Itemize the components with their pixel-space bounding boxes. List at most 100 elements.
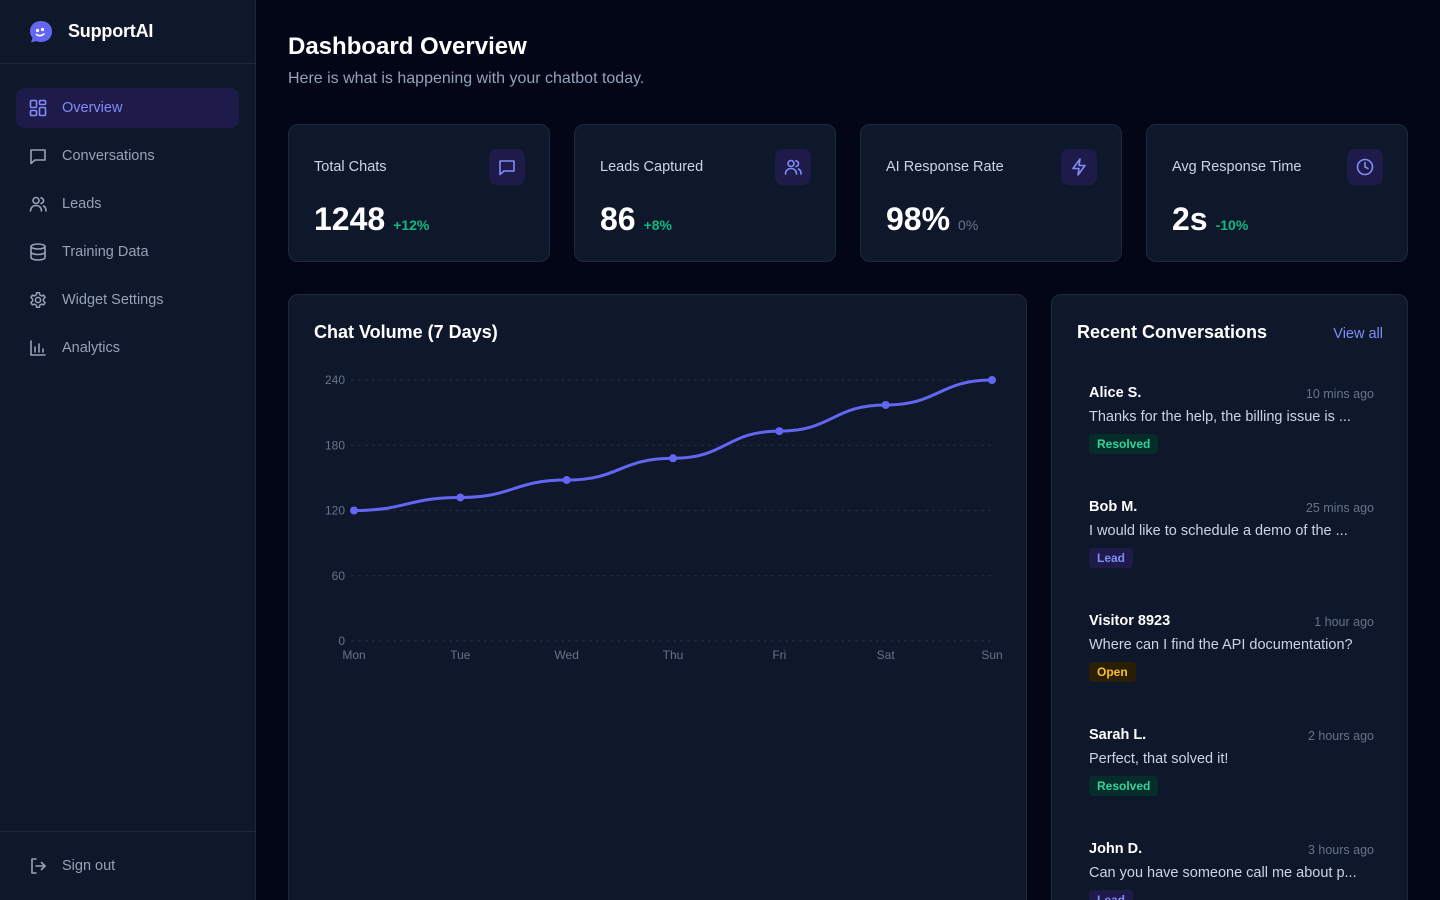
sidebar-item-conversations[interactable]: Conversations	[16, 136, 239, 176]
chat-icon	[28, 146, 48, 166]
conversation-time: 25 mins ago	[1305, 501, 1374, 515]
data-point	[881, 401, 890, 410]
stat-label: Total Chats	[314, 159, 387, 175]
status-badge: Open	[1089, 662, 1136, 682]
users-icon	[28, 194, 48, 214]
data-point	[456, 493, 465, 502]
conversation-time: 10 mins ago	[1305, 387, 1374, 401]
status-badge: Resolved	[1089, 776, 1159, 796]
status-badge: Resolved	[1089, 434, 1159, 454]
data-point	[562, 476, 571, 485]
stat-label: AI Response Rate	[886, 159, 1004, 175]
chat-icon	[489, 149, 525, 185]
data-point	[775, 427, 784, 436]
sidebar: SupportAI Overview Conversations	[0, 0, 256, 900]
grid-icon	[28, 98, 48, 118]
bar-chart-icon	[28, 338, 48, 358]
chat-volume-card: Chat Volume (7 Days) 0 60 120 180 240 Mon Tue W…	[288, 294, 1027, 900]
stat-value-row: 1248 +12%	[314, 201, 429, 238]
conversation-message: Where can I find the API documentation?	[1089, 637, 1353, 653]
data-point	[669, 454, 677, 463]
sidebar-nav: Overview Conversations Leads	[0, 64, 255, 368]
clock-icon	[1347, 149, 1383, 185]
conversation-name: Alice S.	[1089, 385, 1142, 401]
sidebar-item-label: Widget Settings	[62, 292, 164, 308]
sign-out-button[interactable]: Sign out	[16, 856, 115, 876]
database-icon	[28, 242, 48, 262]
stats-row: Total Chats 1248 +12% Leads Captured 86 …	[288, 124, 1408, 262]
y-tick-label: 180	[325, 438, 345, 452]
stat-card-ai-response-rate: AI Response Rate 98% 0%	[860, 124, 1122, 262]
y-tick-label: 60	[332, 569, 346, 583]
sidebar-item-label: Overview	[62, 100, 123, 116]
conversation-item[interactable]: John D. 3 hours ago Can you have someone…	[1064, 829, 1395, 900]
stat-card-leads-captured: Leads Captured 86 +8%	[574, 124, 836, 262]
y-tick-label: 120	[325, 504, 345, 518]
sidebar-footer: Sign out	[0, 831, 255, 900]
recent-title: Recent Conversations	[1077, 322, 1268, 342]
conversation-name: John D.	[1089, 841, 1143, 857]
conversation-message: Thanks for the help, the billing issue i…	[1089, 409, 1351, 425]
x-tick-label: Sun	[981, 648, 1002, 662]
conversation-time: 2 hours ago	[1307, 729, 1374, 743]
sign-out-label: Sign out	[62, 858, 116, 874]
conversation-message: Can you have someone call me about p...	[1089, 865, 1357, 881]
conversation-name: Sarah L.	[1089, 727, 1147, 743]
stat-value: 2s	[1172, 201, 1208, 237]
stat-change: +8%	[643, 217, 673, 233]
page-title: Dashboard Overview	[288, 33, 527, 60]
conversation-list: Alice S. 10 mins ago Thanks for the help…	[1064, 373, 1395, 900]
logo-icon	[28, 19, 54, 45]
sidebar-item-label: Conversations	[62, 148, 155, 164]
stat-change: +12%	[393, 217, 430, 233]
x-tick-label: Sat	[877, 648, 896, 662]
sidebar-item-training-data[interactable]: Training Data	[16, 232, 239, 272]
x-tick-label: Fri	[772, 648, 786, 662]
data-point	[988, 376, 996, 384]
recent-conversations-card: Recent Conversations View all Alice S. 1…	[1051, 294, 1408, 900]
stat-card-avg-response-time: Avg Response Time 2s -10%	[1146, 124, 1408, 262]
stat-change: 0%	[958, 217, 979, 233]
sidebar-item-overview[interactable]: Overview	[16, 88, 239, 128]
brand-name: SupportAI	[68, 21, 154, 41]
view-all-link[interactable]: View all	[1333, 326, 1383, 342]
brand: SupportAI	[0, 0, 255, 64]
status-badge: Lead	[1089, 890, 1134, 900]
sidebar-item-widget-settings[interactable]: Widget Settings	[16, 280, 239, 320]
stat-label: Avg Response Time	[1172, 159, 1302, 175]
stat-change: -10%	[1215, 217, 1249, 233]
conversation-item[interactable]: Bob M. 25 mins ago I would like to sched…	[1064, 487, 1395, 601]
conversation-item[interactable]: Alice S. 10 mins ago Thanks for the help…	[1064, 373, 1395, 487]
users-icon	[775, 149, 811, 185]
status-badge: Lead	[1089, 548, 1134, 568]
stat-value-row: 86 +8%	[600, 201, 672, 238]
y-tick-label: 240	[325, 373, 345, 387]
conversation-item[interactable]: Visitor 8923 1 hour ago Where can I find…	[1064, 601, 1395, 715]
chart-title: Chat Volume (7 Days)	[314, 322, 498, 342]
sidebar-item-label: Analytics	[62, 340, 121, 356]
gear-icon	[28, 290, 48, 310]
stat-value: 1248	[314, 201, 386, 237]
data-point	[350, 506, 358, 515]
x-tick-label: Wed	[554, 648, 578, 662]
stat-value-row: 2s -10%	[1172, 201, 1248, 238]
conversation-message: Perfect, that solved it!	[1089, 751, 1229, 767]
conversation-time: 3 hours ago	[1307, 843, 1374, 857]
chat-volume-chart: 0 60 120 180 240 Mon Tue Wed Thu Fri Sat Sun	[325, 373, 1003, 662]
logout-icon	[28, 856, 48, 876]
sidebar-item-leads[interactable]: Leads	[16, 184, 239, 224]
stat-value-row: 98% 0%	[886, 201, 978, 238]
page-subtitle: Here is what is happening with your chat…	[288, 70, 645, 87]
stat-value: 98%	[886, 201, 951, 237]
conversation-item[interactable]: Sarah L. 2 hours ago Perfect, that solve…	[1064, 715, 1395, 829]
stat-value: 86	[600, 201, 636, 237]
x-tick-label: Mon	[342, 648, 365, 662]
conversation-time: 1 hour ago	[1314, 615, 1374, 629]
x-tick-label: Tue	[450, 648, 471, 662]
conversation-name: Bob M.	[1089, 499, 1138, 515]
conversation-message: I would like to schedule a demo of the .…	[1089, 523, 1348, 539]
stat-card-total-chats: Total Chats 1248 +12%	[288, 124, 550, 262]
stat-label: Leads Captured	[600, 159, 704, 175]
sidebar-item-label: Training Data	[62, 244, 149, 260]
sidebar-item-analytics[interactable]: Analytics	[16, 328, 239, 368]
